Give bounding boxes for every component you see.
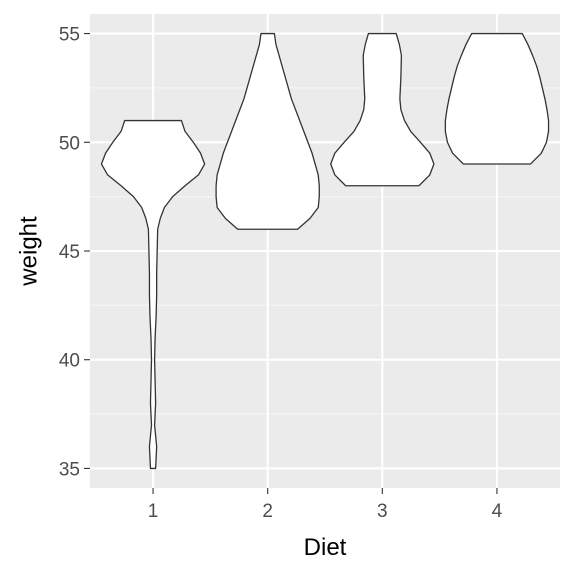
x-tick-label: 3 [377, 501, 388, 522]
y-tick-label: 55 [59, 25, 80, 46]
violin-diet-1 [100, 119, 206, 470]
y-axis-title: weight [15, 216, 42, 287]
y-tick-label: 40 [59, 351, 80, 372]
violin-group [100, 32, 550, 470]
y-tick-label: 35 [59, 459, 80, 480]
y-tick-label: 45 [59, 242, 80, 263]
x-tick-label: 4 [492, 501, 503, 522]
x-tick-label: 1 [148, 501, 159, 522]
violin-diet-4 [444, 32, 550, 165]
y-axis: 35 40 45 50 55 [59, 25, 90, 480]
violin-diet-2 [215, 32, 320, 230]
x-tick-label: 2 [262, 501, 273, 522]
violin-diet-3 [330, 32, 435, 187]
x-axis: 1 2 3 4 [148, 488, 503, 522]
y-tick-label: 50 [59, 133, 80, 154]
x-axis-title: Diet [304, 534, 347, 561]
